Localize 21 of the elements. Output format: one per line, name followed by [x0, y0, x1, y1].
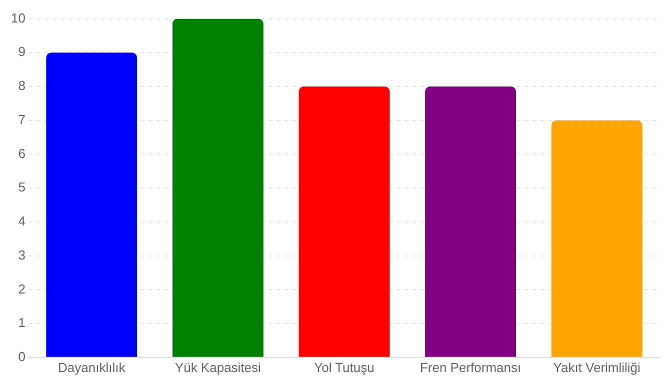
bar — [425, 86, 516, 357]
bar — [551, 120, 642, 357]
y-tick-label: 10 — [10, 10, 26, 26]
y-tick-label: 1 — [18, 315, 26, 330]
bar — [46, 52, 138, 357]
y-tick-label: 9 — [18, 44, 26, 60]
y-tick-label: 7 — [18, 112, 26, 127]
x-tick-label: Yakıt Verimliliği — [553, 360, 641, 375]
y-tick-label: 5 — [18, 180, 26, 195]
y-tick-label: 0 — [18, 348, 26, 364]
x-tick-label: Fren Performansı — [420, 360, 522, 375]
x-tick-label: Yük Kapasitesi — [174, 360, 262, 375]
y-tick-label: 3 — [18, 247, 26, 262]
y-tick-label: 4 — [18, 214, 26, 229]
y-tick-label: 6 — [18, 146, 26, 161]
y-tick-label: 2 — [18, 281, 26, 296]
bar — [172, 18, 264, 357]
y-tick-label: 8 — [18, 78, 26, 94]
x-tick-label: Yol Tutuşu — [314, 360, 374, 375]
x-tick-label: Dayanıklılık — [58, 360, 126, 375]
bar — [298, 86, 390, 357]
